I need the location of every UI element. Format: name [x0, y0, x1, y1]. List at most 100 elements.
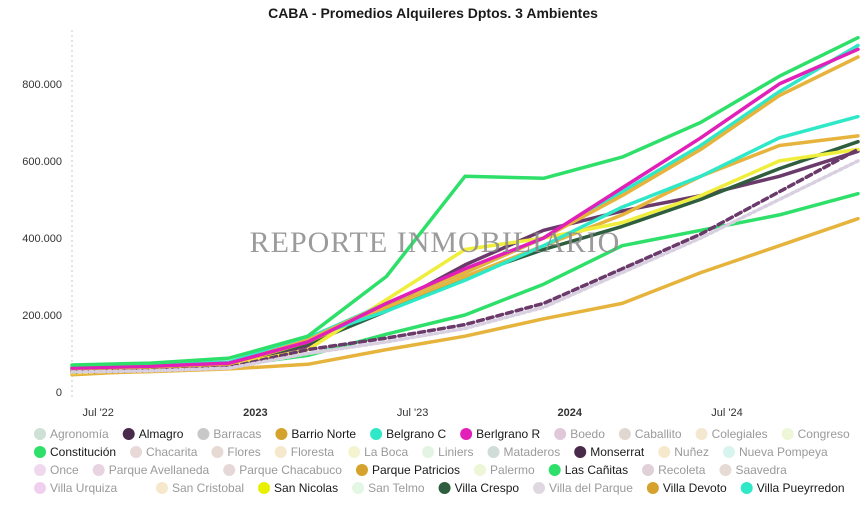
legend-label: La Boca	[364, 445, 408, 459]
series-line-promedio[interactable]	[70, 159, 860, 374]
legend-label: Villa Devoto	[663, 481, 727, 495]
legend-item[interactable]: Constitución	[34, 445, 116, 459]
legend-marker	[223, 464, 236, 476]
legend-item[interactable]: Villa Urquiza	[34, 481, 117, 495]
legend-marker	[370, 428, 383, 440]
x-axis-ticks: Jul '22 2023 Jul '23 2024 Jul '24	[82, 407, 742, 419]
y-tick-label: 400.000	[22, 233, 62, 245]
legend-marker	[781, 428, 794, 440]
legend-marker	[533, 482, 546, 494]
legend-item[interactable]: Chacarita	[130, 445, 198, 459]
legend-label: Las Cañitas	[565, 463, 628, 477]
legend-item[interactable]: Liniers	[422, 445, 474, 459]
legend-item[interactable]: Belgrano C	[370, 427, 446, 441]
legend-marker	[438, 482, 451, 494]
legend-label: Once	[50, 463, 79, 477]
legend-marker	[34, 446, 46, 458]
legend-label: Villa Pueyrredon	[757, 481, 845, 495]
legend-item[interactable]: San Cristobal	[156, 481, 244, 495]
legend-item[interactable]: San Telmo	[352, 481, 425, 495]
legend-label: Congreso	[798, 427, 850, 441]
legend-marker	[156, 482, 168, 494]
legend-item[interactable]: Palermo	[474, 463, 535, 477]
legend-item[interactable]: Almagro	[122, 427, 184, 441]
legend-item[interactable]: Saavedra	[719, 463, 787, 477]
y-tick-label: 800.000	[22, 79, 62, 91]
legend-marker	[348, 446, 361, 458]
legend-item[interactable]: Once	[34, 463, 79, 477]
legend-label: Berlgrano R	[476, 427, 540, 441]
legend-marker	[487, 446, 500, 458]
legend-marker	[211, 446, 224, 458]
legend-label: Palermo	[490, 463, 535, 477]
legend-marker	[34, 464, 46, 476]
legend-item[interactable]: Caballito	[618, 427, 682, 441]
legend-label: Villa Crespo	[455, 481, 520, 495]
legend-label: Belgrano C	[386, 427, 446, 441]
legend-item[interactable]: Villa Crespo	[438, 481, 520, 495]
legend-item[interactable]: San Nicolas	[258, 481, 338, 495]
legend-marker	[274, 446, 287, 458]
legend-item[interactable]: Parque Patricios	[355, 463, 460, 477]
legend-marker	[722, 446, 735, 458]
legend-label: Agronomía	[50, 427, 109, 441]
legend-marker	[275, 428, 288, 440]
legend-marker	[658, 446, 671, 458]
legend-label: Monserrat	[590, 445, 645, 459]
legend-marker	[122, 428, 135, 440]
legend-label: Constitución	[50, 445, 116, 459]
legend-item[interactable]: Parque Chacabuco	[223, 463, 342, 477]
legend-marker	[355, 464, 368, 476]
series-line-belgrano-c[interactable]	[70, 43, 860, 369]
legend-item[interactable]: Agronomía	[34, 427, 109, 441]
series-layer	[70, 35, 860, 377]
legend-item[interactable]: Congreso	[781, 427, 850, 441]
series-line-las-ca-itas[interactable]	[70, 35, 860, 367]
watermark-text: REPORTE INMOBILIARIO	[250, 226, 621, 259]
legend-label: Barracas	[213, 427, 261, 441]
legend-label: Barrio Norte	[291, 427, 356, 441]
legend-item[interactable]: Villa Pueyrredon	[740, 481, 845, 495]
legend-marker	[474, 464, 487, 476]
x-tick-label: Jul '22	[82, 407, 113, 419]
legend-item[interactable]: Recoleta	[642, 463, 706, 477]
legend-marker	[34, 482, 46, 494]
legend-item[interactable]: Floresta	[274, 445, 335, 459]
legend-item[interactable]: Nuñez	[658, 445, 709, 459]
legend-item[interactable]: Monserrat	[574, 445, 645, 459]
legend-item[interactable]: Boedo	[554, 427, 605, 441]
legend-item[interactable]: Barrio Norte	[275, 427, 356, 441]
legend-item[interactable]: Nueva Pompeya	[722, 445, 828, 459]
legend-item[interactable]: Flores	[211, 445, 261, 459]
legend-item[interactable]: Villa Devoto	[646, 481, 727, 495]
legend-label: Villa del Parque	[549, 481, 633, 495]
legend-marker	[554, 428, 567, 440]
legend-label: Flores	[227, 445, 260, 459]
legend-marker	[422, 446, 435, 458]
legend-marker	[646, 482, 659, 494]
legend-item[interactable]: Mataderos	[487, 445, 561, 459]
legend-label: Recoleta	[658, 463, 706, 477]
legend-marker	[460, 428, 473, 440]
legend-label: Saavedra	[735, 463, 787, 477]
y-axis-ticks: 0 200.000 400.000 600.000 800.000	[22, 79, 62, 399]
legend-marker	[642, 464, 655, 476]
legend-marker	[34, 428, 46, 440]
legend-label: San Cristobal	[172, 481, 244, 495]
series-line-berlgrano-r[interactable]	[70, 47, 860, 370]
legend-label: Nuñez	[674, 445, 709, 459]
x-tick-label: Jul '24	[711, 407, 742, 419]
legend-item[interactable]: La Boca	[348, 445, 408, 459]
x-tick-label: 2023	[243, 407, 267, 419]
legend-item[interactable]: Villa del Parque	[533, 481, 633, 495]
legend-item[interactable]: Parque Avellaneda	[92, 463, 210, 477]
legend-label: Parque Avellaneda	[109, 463, 210, 477]
legend-label: Parque Patricios	[372, 463, 460, 477]
legend-item[interactable]: Las Cañitas	[548, 463, 628, 477]
legend-item[interactable]: Barracas	[197, 427, 261, 441]
legend-label: Liniers	[438, 445, 473, 459]
legend-item[interactable]: Colegiales	[695, 427, 768, 441]
legend-label: Caballito	[635, 427, 682, 441]
legend-item[interactable]: Berlgrano R	[460, 427, 541, 441]
